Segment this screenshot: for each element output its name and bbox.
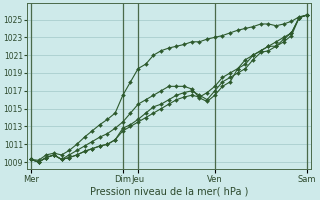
X-axis label: Pression niveau de la mer( hPa ): Pression niveau de la mer( hPa ) <box>90 187 248 197</box>
